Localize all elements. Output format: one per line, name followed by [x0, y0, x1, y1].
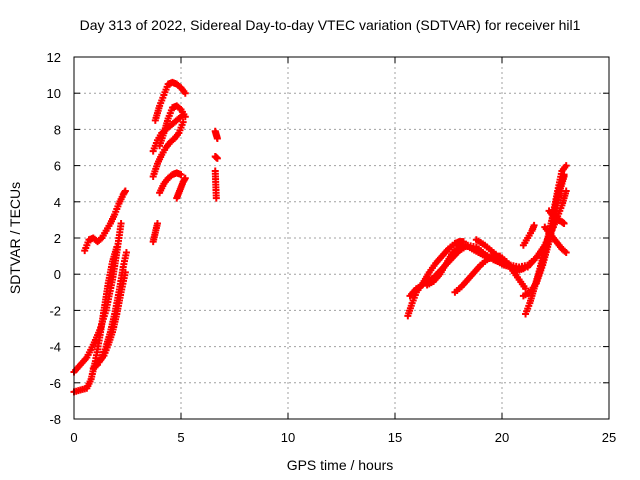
y-tick-label: 12 — [47, 50, 61, 65]
data-point — [530, 221, 538, 229]
series-arc-mid-2 — [149, 118, 187, 180]
data-point — [121, 268, 129, 276]
data-point — [179, 118, 187, 126]
series-arc-mid-4 — [151, 78, 189, 124]
series-arc-mid-9 — [211, 153, 221, 162]
data-points — [70, 78, 570, 396]
plot-frame — [73, 56, 610, 420]
series-arc-late-10 — [541, 223, 570, 256]
x-tick-label: 5 — [177, 430, 184, 445]
y-tick-label: 2 — [54, 231, 61, 246]
data-point — [181, 174, 189, 182]
data-point — [121, 187, 129, 195]
data-point — [153, 220, 161, 228]
y-tick-label: 0 — [54, 267, 61, 282]
grid-lines — [74, 57, 609, 419]
series-arc-late-9 — [545, 207, 568, 228]
series-arc-mid-6 — [156, 169, 185, 197]
series-arc-early-4 — [96, 268, 129, 365]
series-arc-mid-8 — [211, 127, 221, 142]
data-point — [113, 243, 121, 251]
data-point — [213, 154, 221, 162]
y-tick-label: -4 — [49, 340, 61, 355]
data-point — [562, 162, 570, 170]
x-axis-label: GPS time / hours — [287, 457, 394, 473]
data-point — [212, 194, 220, 202]
y-tick-label: 4 — [54, 195, 61, 210]
y-tick-label: 10 — [47, 86, 61, 101]
x-tick-label: 25 — [602, 430, 616, 445]
x-tick-label: 20 — [495, 430, 509, 445]
y-tick-label: -8 — [49, 412, 61, 427]
data-point — [562, 248, 570, 256]
series-arc-mid-5 — [156, 102, 189, 150]
series-arc-mid-7 — [173, 174, 189, 202]
y-axis-label: SDTVAR / TECUs — [7, 182, 23, 294]
x-tick-labels: 0 5 10 15 20 25 — [70, 430, 616, 445]
data-point — [522, 285, 530, 293]
data-point — [177, 171, 185, 179]
data-point — [213, 134, 221, 142]
data-point — [560, 220, 568, 228]
data-point — [181, 89, 189, 97]
series-arc-late-11 — [519, 221, 538, 249]
y-tick-label: -6 — [49, 376, 61, 391]
x-tick-label: 0 — [70, 430, 77, 445]
series-arc-late-8 — [532, 162, 570, 287]
data-point — [181, 113, 189, 121]
series-arc-mid-10 — [211, 167, 220, 202]
data-point — [122, 248, 130, 256]
series-arc-early-5 — [81, 187, 129, 255]
y-tick-label: -2 — [49, 303, 61, 318]
chart-title: Day 313 of 2022, Sidereal Day-to-day VTE… — [80, 17, 581, 33]
x-tick-label: 10 — [281, 430, 295, 445]
y-tick-label: 6 — [54, 159, 61, 174]
x-tick-label: 15 — [388, 430, 402, 445]
series-arc-early-2 — [70, 243, 121, 396]
y-tick-labels: -8 -6 -4 -2 0 2 4 6 8 10 12 — [47, 50, 61, 427]
data-point — [117, 220, 125, 228]
series-arc-mid-1 — [149, 220, 161, 246]
data-point — [562, 187, 570, 195]
y-tick-label: 8 — [54, 122, 61, 137]
